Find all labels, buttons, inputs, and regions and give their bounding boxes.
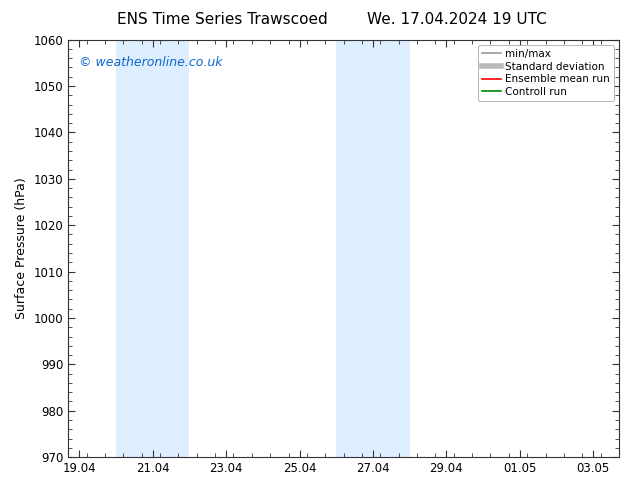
Legend: min/max, Standard deviation, Ensemble mean run, Controll run: min/max, Standard deviation, Ensemble me…	[478, 45, 614, 101]
Text: We. 17.04.2024 19 UTC: We. 17.04.2024 19 UTC	[366, 12, 547, 27]
Text: © weatheronline.co.uk: © weatheronline.co.uk	[79, 56, 223, 69]
Bar	[116, 40, 190, 457]
Text: ENS Time Series Trawscoed: ENS Time Series Trawscoed	[117, 12, 327, 27]
Bar	[336, 40, 410, 457]
Y-axis label: Surface Pressure (hPa): Surface Pressure (hPa)	[15, 177, 28, 319]
